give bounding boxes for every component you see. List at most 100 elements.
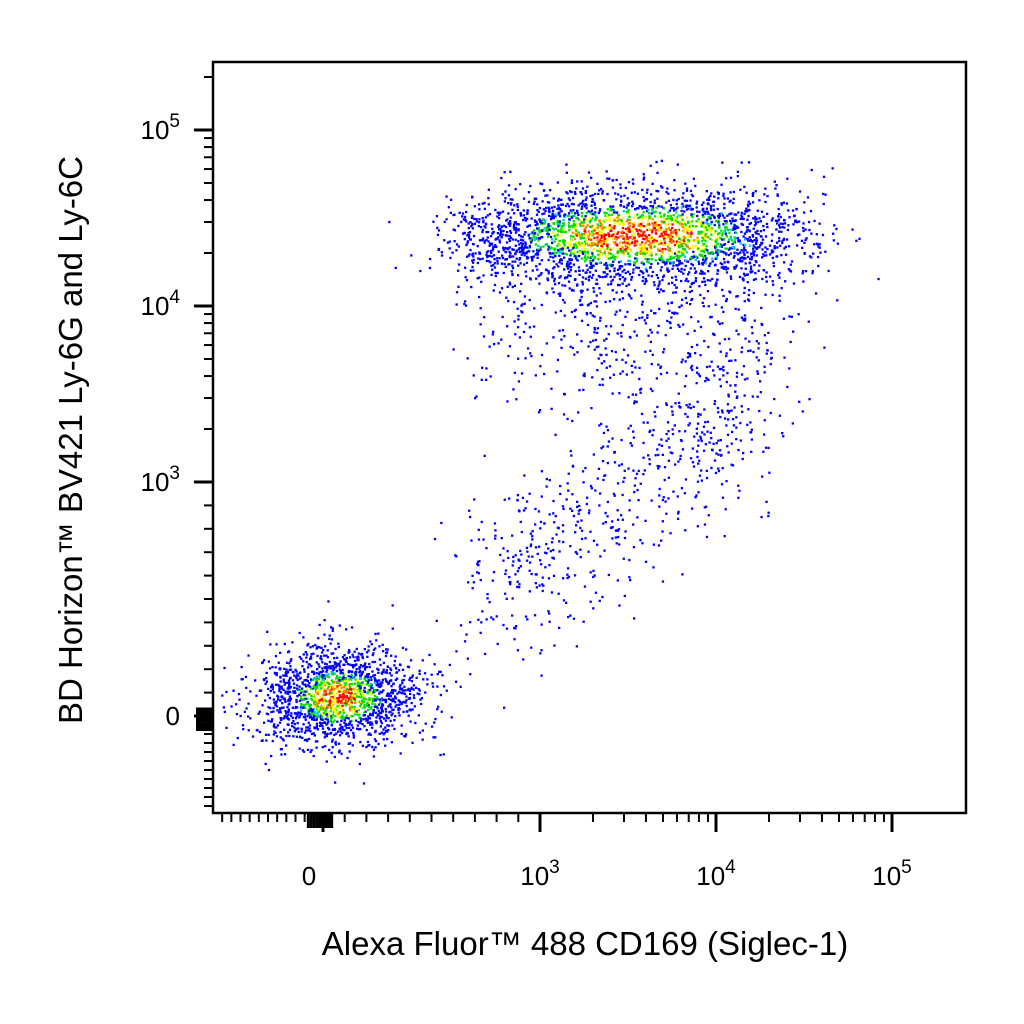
scatter-point — [515, 229, 518, 232]
scatter-point — [384, 713, 388, 717]
scatter-point — [772, 264, 776, 268]
scatter-point — [353, 708, 356, 711]
scatter-point — [642, 176, 646, 179]
scatter-point — [709, 215, 712, 218]
scatter-point — [385, 669, 388, 672]
scatter-point — [354, 671, 357, 674]
scatter-point — [360, 695, 364, 698]
scatter-point — [558, 220, 561, 223]
scatter-point — [578, 389, 581, 392]
scatter-point — [388, 679, 391, 683]
scatter-point — [661, 250, 664, 253]
scatter-point — [324, 645, 327, 648]
scatter-point — [322, 731, 325, 734]
scatter-point — [612, 260, 615, 263]
scatter-point — [349, 682, 352, 686]
scatter-point — [653, 226, 656, 229]
scatter-point — [737, 226, 740, 229]
scatter-point — [698, 474, 702, 477]
scatter-point — [498, 239, 501, 242]
scatter-point — [614, 350, 617, 354]
scatter-point — [735, 295, 738, 298]
scatter-point — [695, 206, 698, 209]
scatter-point — [692, 245, 695, 248]
scatter-point — [288, 683, 291, 687]
scatter-point — [763, 433, 766, 436]
scatter-point — [569, 262, 572, 265]
scatter-point — [618, 219, 621, 222]
scatter-point — [810, 256, 813, 259]
scatter-point — [642, 276, 645, 279]
scatter-point — [619, 273, 622, 276]
scatter-point — [488, 213, 492, 216]
scatter-point — [325, 670, 328, 673]
scatter-point — [628, 247, 631, 250]
scatter-point — [588, 244, 592, 247]
scatter-point — [734, 307, 737, 310]
scatter-point — [574, 315, 577, 319]
scatter-point — [522, 197, 526, 200]
scatter-point — [500, 338, 503, 341]
scatter-point — [498, 257, 501, 260]
scatter-point — [748, 262, 751, 265]
scatter-point — [346, 678, 349, 682]
scatter-point — [754, 217, 757, 221]
scatter-point — [437, 705, 440, 708]
scatter-point — [354, 682, 357, 685]
scatter-point — [451, 251, 454, 254]
scatter-point — [633, 330, 636, 333]
scatter-point — [718, 231, 721, 235]
scatter-point — [476, 261, 479, 265]
scatter-point — [439, 670, 442, 673]
scatter-point — [270, 684, 273, 688]
scatter-point — [722, 266, 725, 269]
scatter-point — [511, 273, 514, 277]
scatter-point — [720, 266, 723, 269]
scatter-point — [375, 639, 378, 642]
scatter-point — [609, 205, 612, 208]
scatter-point — [658, 235, 661, 238]
scatter-point — [334, 681, 337, 685]
scatter-point — [707, 236, 710, 239]
scatter-point — [625, 243, 628, 247]
scatter-point — [619, 331, 623, 335]
scatter-point — [312, 652, 315, 655]
scatter-point — [652, 223, 655, 227]
scatter-point — [569, 274, 572, 277]
scatter-point — [274, 683, 278, 686]
scatter-point — [688, 271, 691, 274]
scatter-point — [748, 202, 752, 205]
scatter-point — [764, 187, 767, 190]
scatter-point — [717, 197, 720, 200]
scatter-point — [599, 316, 602, 319]
scatter-point — [669, 238, 672, 241]
scatter-point — [481, 237, 485, 240]
scatter-point — [627, 226, 630, 230]
scatter-point — [354, 701, 357, 704]
scatter-point — [539, 246, 542, 249]
scatter-point — [672, 291, 675, 294]
scatter-point — [508, 246, 511, 249]
scatter-point — [548, 248, 552, 251]
scatter-point — [587, 210, 590, 213]
scatter-point — [511, 260, 514, 263]
scatter-point — [316, 686, 319, 690]
scatter-point — [695, 366, 699, 369]
scatter-point — [315, 724, 319, 728]
scatter-point — [474, 252, 477, 255]
scatter-point — [314, 688, 317, 691]
scatter-point — [813, 243, 816, 246]
scatter-point — [330, 685, 333, 688]
scatter-point — [374, 711, 378, 714]
scatter-point — [682, 239, 686, 243]
scatter-point — [504, 190, 507, 193]
scatter-point — [772, 250, 775, 253]
scatter-point — [716, 242, 719, 245]
scatter-point — [418, 731, 422, 734]
scatter-point — [791, 422, 794, 425]
scatter-point — [547, 258, 550, 262]
scatter-point — [678, 306, 681, 309]
scatter-point — [688, 422, 691, 425]
scatter-point — [361, 670, 365, 674]
scatter-point — [748, 222, 751, 226]
